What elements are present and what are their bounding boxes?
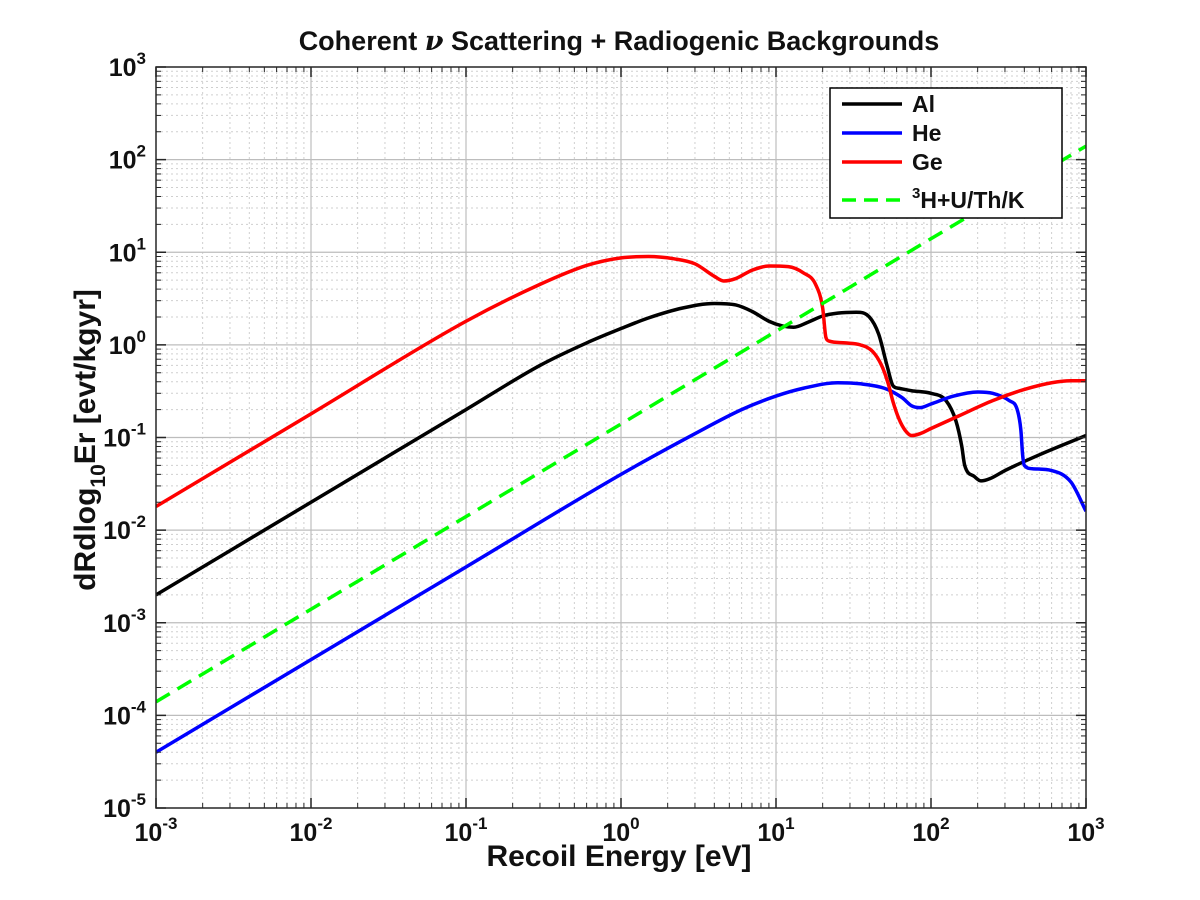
y-tick-label: 10-2 [103,512,146,545]
y-tick-label: 103 [109,49,146,82]
y-tick-label: 102 [109,142,146,175]
series-line-al [156,301,1086,597]
y-tick-label: 10-5 [103,790,146,823]
y-tick-label: 10-1 [103,420,146,453]
y-axis-label: dRdlog10Er [evt/kgyr] [69,289,110,591]
y-tick-label: 10-4 [103,697,146,730]
y-tick-labels: 10-5 10-4 10-3 10-2 10-1 100 101 102 103 [103,49,146,823]
x-tick-label: 102 [912,814,949,847]
x-tick-label: 10-1 [445,814,488,847]
legend-label-background: 3H+U/Th/K [912,185,1025,213]
series-line-he [156,381,1086,754]
legend: Al He Ge 3H+U/Th/K [829,87,1063,219]
y-tick-label: 100 [109,327,146,360]
y-tick-label: 10-3 [103,605,146,638]
y-tick-label: 101 [109,234,146,267]
legend-label-al: Al [912,91,935,117]
series-layer [156,144,1086,754]
chart-title: Coherent ν Scattering + Radiogenic Backg… [299,26,940,57]
x-tick-label: 100 [602,814,639,847]
x-tick-label: 10-3 [135,814,178,847]
series-line-ge [156,254,1086,508]
x-axis-label: Recoil Energy [eV] [486,840,751,873]
legend-label-he: He [912,120,941,146]
x-tick-label: 103 [1067,814,1104,847]
series-line-background [156,144,1086,704]
x-tick-label: 101 [757,814,794,847]
x-tick-labels: 10-3 10-2 10-1 100 101 102 103 [135,814,1105,847]
legend-label-ge: Ge [912,149,943,175]
legend-box [829,87,1063,219]
tick-marks [155,66,1087,809]
x-tick-label: 10-2 [290,814,333,847]
